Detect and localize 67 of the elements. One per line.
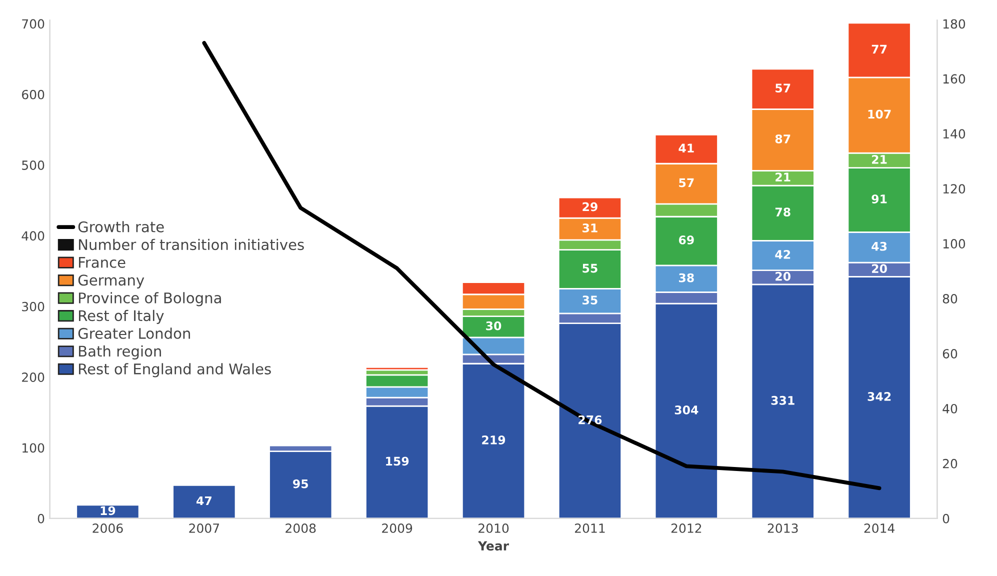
data-label: 41 — [678, 144, 694, 152]
data-label: 29 — [582, 202, 598, 212]
data-label: 55 — [582, 264, 598, 273]
y-tick-label: 0 — [38, 514, 44, 524]
bar — [172, 484, 236, 518]
data-label: 304 — [674, 405, 698, 414]
data-label: 43 — [872, 242, 887, 251]
y2-tick-label: 180 — [943, 19, 966, 29]
legend-label: Province of Bologna — [78, 292, 221, 306]
data-label: 95 — [293, 479, 308, 488]
legend-label: Germany — [78, 274, 144, 288]
data-label: 77 — [872, 44, 887, 54]
data-label: 78 — [775, 208, 790, 217]
annotation: Number of transition initiatives — [78, 238, 304, 250]
data-label: 57 — [776, 84, 790, 92]
y-tick-label: 600 — [22, 90, 44, 100]
data-label: 47 — [196, 496, 212, 506]
legend-label: Rest of Italy — [78, 310, 164, 324]
y2-tick-label: 20 — [942, 458, 958, 468]
y-tick-label: 500 — [22, 160, 44, 170]
legend-label: Greater London — [78, 328, 190, 339]
data-label: 20 — [872, 264, 887, 274]
y2-tick-label: 80 — [942, 294, 958, 304]
data-label: 69 — [678, 236, 694, 244]
data-label: 107 — [868, 110, 891, 119]
x-tick-label: 2013 — [768, 523, 798, 533]
y-tick-label: 100 — [22, 443, 44, 453]
legend-label: Rest of England and Wales — [78, 363, 271, 378]
data-label: 20 — [776, 272, 791, 281]
y2-tick-label: 160 — [943, 74, 966, 84]
data-label: 87 — [775, 134, 790, 144]
x-tick-label: 2010 — [478, 523, 509, 533]
y-tick-label: 300 — [22, 302, 44, 312]
data-label: 159 — [386, 456, 409, 466]
data-label: 19 — [100, 506, 116, 516]
data-label: 342 — [868, 392, 891, 401]
data-label: 91 — [872, 194, 887, 204]
data-label: 57 — [679, 178, 694, 188]
data-label: 219 — [482, 436, 506, 444]
x-tick-label: 2014 — [864, 523, 895, 533]
y2-tick-label: 40 — [942, 404, 958, 414]
data-label: 31 — [582, 223, 598, 232]
y-tick-label: 400 — [22, 231, 44, 241]
data-label: 30 — [486, 321, 502, 330]
y2-tick-label: 0 — [942, 514, 950, 524]
legend-label: Growth rate — [78, 221, 164, 232]
x-tick-label: 2008 — [286, 523, 316, 533]
y-tick-label: 700 — [22, 19, 44, 29]
x-tick-label: 2006 — [92, 523, 123, 533]
data-label: 35 — [582, 296, 598, 305]
y-tick-label: 200 — [22, 372, 44, 382]
y2-tick-label: 140 — [943, 129, 966, 139]
x-tick-label: 2009 — [382, 523, 412, 533]
legend-label: Bath region — [78, 345, 161, 360]
data-label: 21 — [776, 172, 790, 182]
data-label: 21 — [872, 154, 887, 164]
x-axis-title: Year — [478, 541, 509, 551]
data-label: 42 — [775, 250, 790, 259]
y2-tick-label: 120 — [943, 184, 966, 194]
y2-tick-label: 100 — [943, 239, 966, 249]
y2-tick-label: 60 — [942, 348, 958, 358]
legend-label: France — [78, 257, 126, 268]
x-tick-label: 2011 — [574, 523, 605, 533]
x-tick-label: 2007 — [189, 523, 220, 533]
x-tick-label: 2012 — [671, 523, 702, 533]
data-label: 38 — [678, 273, 694, 282]
data-label: 331 — [771, 396, 794, 405]
